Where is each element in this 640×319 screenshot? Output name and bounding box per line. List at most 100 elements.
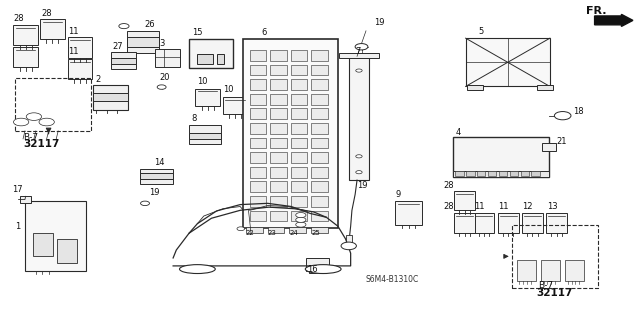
Bar bbox=[270, 94, 287, 105]
Bar bbox=[250, 182, 266, 192]
Text: 28: 28 bbox=[444, 181, 454, 190]
Bar bbox=[454, 213, 475, 233]
Bar bbox=[250, 108, 266, 119]
Bar bbox=[197, 54, 213, 63]
Bar bbox=[270, 108, 287, 119]
Bar bbox=[156, 49, 179, 67]
Ellipse shape bbox=[179, 265, 215, 273]
Bar bbox=[127, 31, 159, 53]
Text: 28: 28 bbox=[41, 9, 52, 18]
Bar bbox=[488, 171, 496, 176]
Circle shape bbox=[296, 212, 306, 218]
Text: 21: 21 bbox=[556, 137, 567, 146]
Bar bbox=[111, 52, 136, 69]
Bar bbox=[467, 171, 474, 176]
Bar bbox=[541, 143, 556, 151]
Bar bbox=[250, 196, 266, 207]
Bar bbox=[473, 213, 494, 233]
Bar bbox=[223, 97, 247, 115]
Circle shape bbox=[356, 69, 362, 72]
Text: 11: 11 bbox=[498, 202, 509, 211]
Bar bbox=[68, 37, 92, 58]
Bar bbox=[111, 58, 136, 64]
Text: 10: 10 bbox=[197, 78, 208, 86]
Bar bbox=[270, 167, 287, 178]
Text: 25: 25 bbox=[311, 230, 320, 236]
Bar bbox=[454, 191, 475, 210]
Bar bbox=[291, 64, 307, 75]
Circle shape bbox=[237, 227, 244, 231]
Bar bbox=[250, 94, 266, 105]
Bar bbox=[270, 152, 287, 163]
Text: FR.: FR. bbox=[586, 6, 606, 16]
Bar bbox=[15, 78, 92, 131]
Bar bbox=[531, 171, 540, 176]
Text: 11: 11 bbox=[68, 47, 79, 56]
Bar bbox=[306, 258, 329, 271]
Text: 12: 12 bbox=[522, 202, 533, 211]
Text: 11: 11 bbox=[474, 202, 484, 211]
Bar bbox=[516, 260, 536, 281]
Bar bbox=[93, 93, 129, 101]
Text: 5: 5 bbox=[478, 26, 484, 36]
Text: 13: 13 bbox=[547, 202, 557, 211]
Bar bbox=[308, 270, 326, 273]
Bar bbox=[140, 173, 173, 179]
Bar bbox=[467, 85, 483, 90]
Bar bbox=[311, 196, 328, 207]
Text: 32117: 32117 bbox=[23, 139, 60, 149]
Circle shape bbox=[554, 112, 571, 120]
Text: 32117: 32117 bbox=[536, 288, 572, 298]
Bar bbox=[270, 123, 287, 134]
Bar bbox=[291, 137, 307, 148]
Text: 18: 18 bbox=[573, 107, 584, 116]
Bar bbox=[396, 201, 422, 225]
Circle shape bbox=[141, 201, 150, 205]
Bar bbox=[250, 211, 266, 221]
Bar bbox=[270, 196, 287, 207]
Text: 16: 16 bbox=[307, 265, 318, 274]
Bar bbox=[250, 123, 266, 134]
Bar bbox=[270, 79, 287, 90]
Circle shape bbox=[39, 118, 54, 126]
Bar bbox=[511, 225, 598, 288]
Bar bbox=[453, 137, 548, 177]
Bar bbox=[477, 171, 485, 176]
Bar bbox=[13, 47, 38, 67]
Bar bbox=[497, 213, 518, 233]
Bar bbox=[270, 182, 287, 192]
Circle shape bbox=[356, 155, 362, 158]
Bar bbox=[499, 171, 507, 176]
Bar bbox=[291, 79, 307, 90]
Bar bbox=[541, 260, 560, 281]
Text: 28: 28 bbox=[13, 14, 24, 23]
Text: 3: 3 bbox=[159, 39, 164, 48]
Bar bbox=[349, 56, 369, 180]
Bar bbox=[291, 50, 307, 61]
Bar bbox=[546, 213, 567, 233]
Ellipse shape bbox=[305, 265, 341, 273]
Bar bbox=[311, 137, 328, 148]
Bar bbox=[311, 108, 328, 119]
Circle shape bbox=[26, 113, 42, 121]
Circle shape bbox=[157, 85, 166, 89]
Bar bbox=[250, 152, 266, 163]
Bar bbox=[311, 79, 328, 90]
Bar bbox=[466, 38, 550, 86]
Bar bbox=[270, 137, 287, 148]
Bar bbox=[250, 167, 266, 178]
Text: 6: 6 bbox=[261, 28, 267, 37]
Bar bbox=[311, 211, 328, 221]
Bar bbox=[453, 171, 548, 177]
Text: 26: 26 bbox=[145, 20, 155, 29]
Bar bbox=[57, 239, 77, 263]
Bar bbox=[291, 167, 307, 178]
Text: 22: 22 bbox=[246, 230, 255, 236]
Circle shape bbox=[13, 118, 29, 126]
Bar bbox=[189, 132, 221, 139]
Text: S6M4-B1310C: S6M4-B1310C bbox=[366, 275, 419, 284]
Bar bbox=[520, 171, 529, 176]
Text: 14: 14 bbox=[154, 159, 164, 167]
Bar bbox=[291, 94, 307, 105]
Text: 23: 23 bbox=[268, 230, 276, 236]
